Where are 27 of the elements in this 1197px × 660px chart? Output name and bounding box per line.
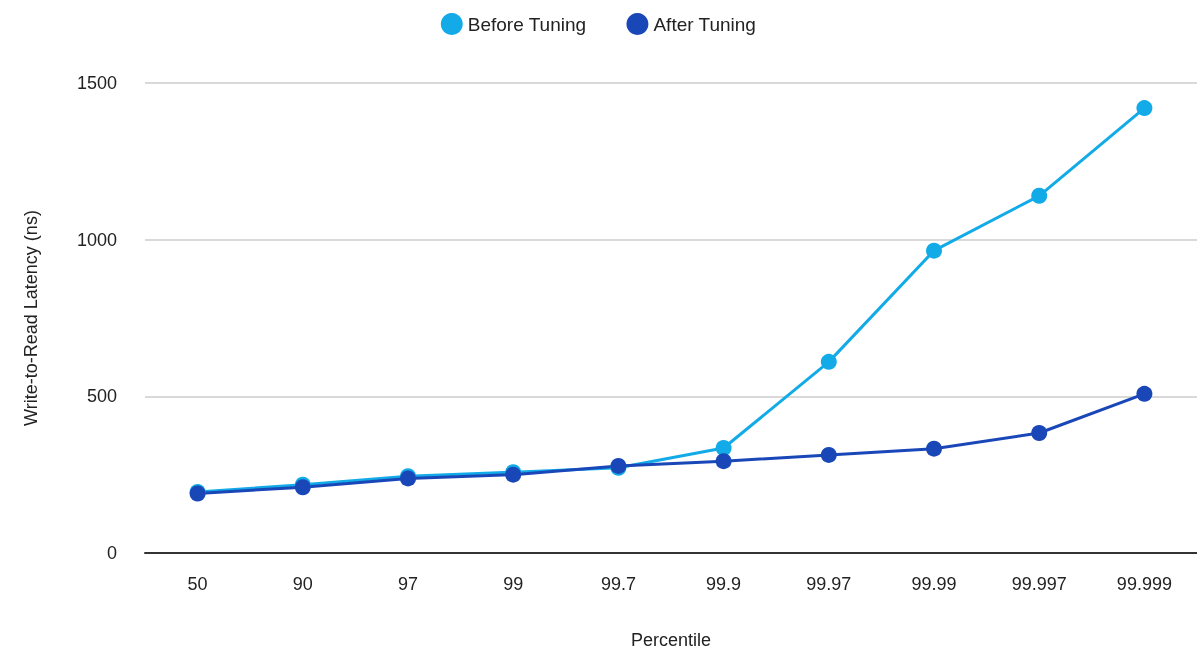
x-tick-label: 99.999 <box>1116 574 1172 594</box>
y-tick-label: 0 <box>106 543 117 563</box>
x-tick-label: 97 <box>397 574 419 594</box>
point <box>1136 385 1153 402</box>
point <box>1136 100 1153 117</box>
x-tick-label: 99.9 <box>706 574 742 594</box>
x-tick-label: 99 <box>503 574 524 594</box>
point <box>820 353 837 370</box>
y-axis-title: Write-to-Read Latency (ns) <box>21 210 41 426</box>
point <box>926 440 942 457</box>
legend-label: After Tuning <box>653 13 756 35</box>
x-tick-label: 50 <box>187 574 208 594</box>
point <box>820 446 837 463</box>
y-tick-label: 500 <box>86 386 117 407</box>
x-tick-label: 99.99 <box>911 574 957 594</box>
x-tick-label: 99.997 <box>1011 574 1067 594</box>
x-tick-label: 90 <box>292 574 313 594</box>
x-tick-label: 99.7 <box>600 574 636 594</box>
y-tick-label: 1000 <box>76 229 117 250</box>
point <box>715 453 732 470</box>
y-tick-label: 1500 <box>76 73 117 93</box>
point <box>1031 425 1048 441</box>
x-axis-title: Percentile <box>630 630 712 650</box>
point <box>926 242 942 259</box>
legend-label: Before Tuning <box>467 13 587 35</box>
x-tick-label: 99.97 <box>806 574 852 594</box>
point <box>1031 187 1048 204</box>
